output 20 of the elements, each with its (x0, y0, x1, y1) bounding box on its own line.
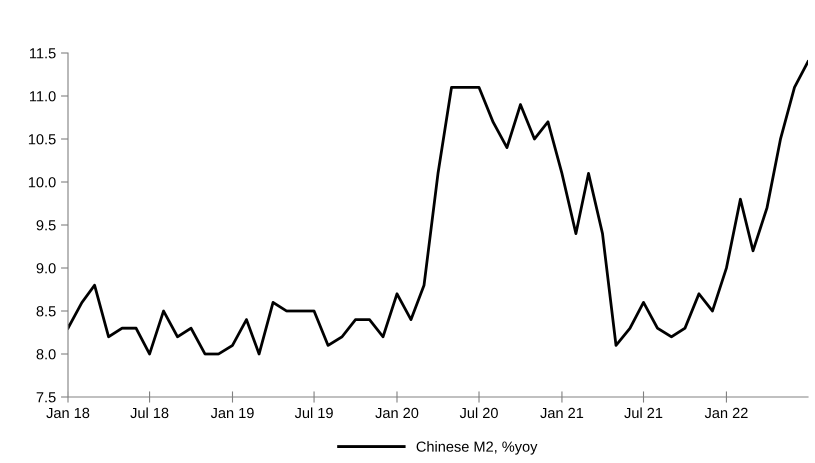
y-tick-label: 11.0 (30, 91, 56, 102)
x-tick-label: Jan 19 (210, 408, 254, 418)
y-tick-label: 10.5 (28, 134, 56, 144)
y-tick-label: 11.5 (30, 48, 56, 58)
y-tick-label: 10.0 (28, 177, 56, 188)
line-series (68, 60, 808, 356)
x-tick-label: Jul 20 (460, 407, 498, 418)
x-tick-label: Jan 20 (375, 408, 418, 418)
x-tick-label: Jan 18 (46, 408, 90, 418)
y-tick-label: 9.0 (36, 263, 56, 274)
y-tick-label: 7.5 (36, 392, 56, 402)
y-tick-label: 8.5 (36, 306, 56, 316)
x-tick-label: Jan 21 (540, 408, 584, 418)
y-tick-label: 8.0 (36, 349, 56, 360)
x-tick-label: Jan 22 (704, 408, 748, 418)
legend-label: Chinese M2, %yoy (416, 441, 538, 455)
x-tick-label: Jul 21 (624, 407, 662, 418)
x-tick-label: Jul 18 (130, 407, 168, 418)
y-tick-label: 9.5 (36, 220, 56, 230)
x-tick-label: Jul 19 (294, 407, 333, 418)
